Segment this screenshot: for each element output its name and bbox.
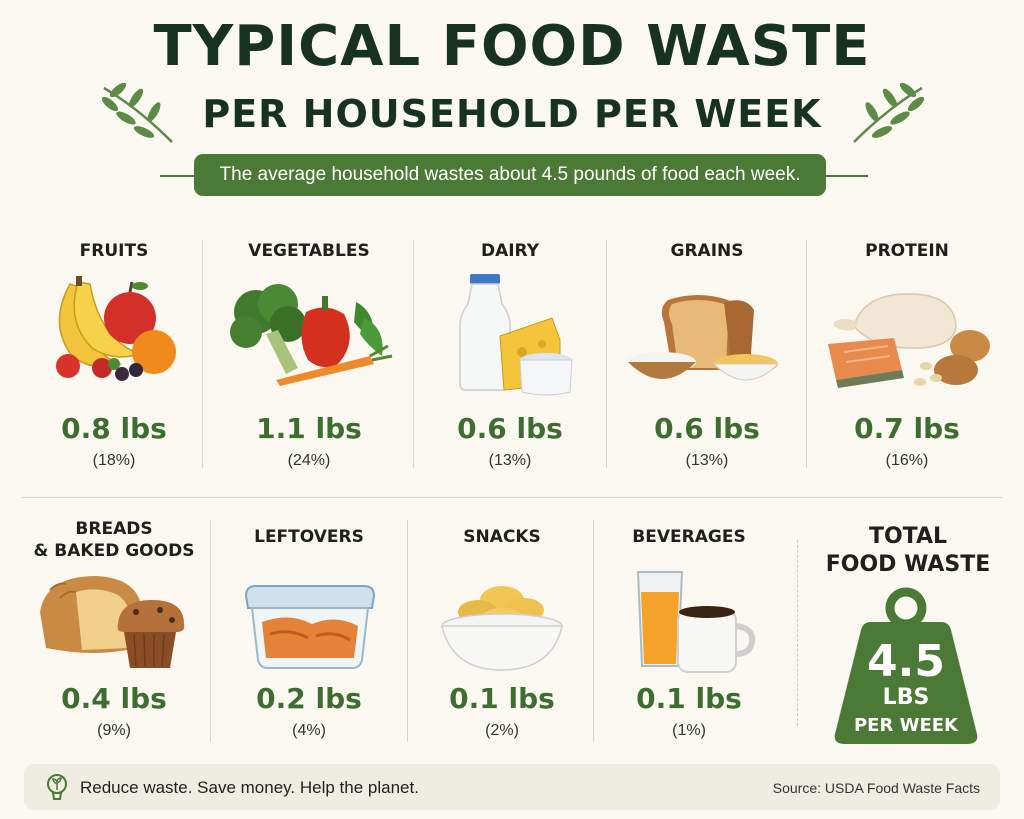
pill-rule-left	[160, 175, 200, 177]
total-value: 4.5	[867, 636, 945, 687]
leaf-sprig-icon	[853, 82, 925, 143]
category-fruits: FRUITS 0.8 lbs (18%)	[20, 240, 208, 480]
bread-icon	[40, 576, 185, 668]
category-amount: 0.6 lbs	[457, 412, 563, 445]
total-title: TOTAL FOOD WASTE	[818, 523, 998, 579]
category-leftovers: LEFTOVERS 0.2 lbs (4%)	[214, 518, 404, 750]
footer-slogan: Reduce waste. Save money. Help the plane…	[80, 778, 419, 797]
category-percent: (13%)	[488, 452, 532, 469]
weight-icon	[834, 587, 978, 744]
snacks-icon	[441, 586, 563, 671]
category-breads: BREADS & BAKED GOODS 0.4 lbs (9%)	[20, 518, 208, 750]
total-period: PER WEEK	[853, 715, 958, 736]
category-label: FRUITS	[79, 241, 149, 261]
category-label: GRAINS	[670, 241, 744, 261]
pill-rule-right	[820, 175, 868, 177]
column-divider	[202, 240, 203, 468]
total-title-line-2: FOOD WASTE	[825, 552, 991, 577]
category-amount: 0.8 lbs	[61, 412, 167, 445]
category-percent: (2%)	[485, 722, 519, 739]
category-label: BEVERAGES	[632, 527, 746, 547]
grains-icon	[628, 295, 780, 381]
total-title-line-1: TOTAL	[868, 524, 948, 549]
category-percent: (9%)	[97, 722, 131, 739]
category-protein: PROTEIN 0.7 lbs (16%)	[812, 240, 1002, 480]
dairy-icon	[459, 274, 573, 396]
category-percent: (16%)	[885, 452, 929, 469]
column-divider	[593, 520, 594, 742]
category-amount: 0.2 lbs	[256, 682, 362, 715]
leftovers-icon	[244, 585, 376, 669]
category-label-line-1: BREADS	[75, 519, 153, 539]
title-line-1: TYPICAL FOOD WASTE	[153, 14, 871, 79]
column-divider	[797, 540, 798, 726]
row-divider	[22, 497, 1002, 498]
category-dairy: DAIRY 0.6 lbs (13%)	[418, 240, 602, 480]
title-line-2: PER HOUSEHOLD PER WEEK	[202, 92, 822, 136]
category-grains: GRAINS 0.6 lbs (13%)	[612, 240, 802, 480]
column-divider	[413, 240, 414, 468]
footer-source: Source: USDA Food Waste Facts	[772, 780, 980, 796]
category-percent: (4%)	[292, 722, 326, 739]
beverages-icon	[636, 571, 756, 673]
category-percent: (13%)	[685, 452, 729, 469]
subtitle-banner: The average household wastes about 4.5 p…	[194, 154, 826, 196]
category-label-line-2: & BAKED GOODS	[33, 541, 195, 561]
category-vegetables: VEGETABLES 1.1 lbs (24%)	[214, 240, 404, 480]
category-amount: 0.4 lbs	[61, 682, 167, 715]
category-label: PROTEIN	[865, 241, 949, 261]
protein-icon	[828, 293, 990, 388]
column-divider	[606, 240, 607, 468]
total-unit: LBS	[882, 685, 930, 710]
category-percent: (24%)	[287, 452, 331, 469]
footer-bar: Reduce waste. Save money. Help the plane…	[24, 764, 1000, 810]
column-divider	[407, 520, 408, 742]
category-label: VEGETABLES	[248, 241, 370, 261]
category-amount: 0.6 lbs	[654, 412, 760, 445]
category-label: LEFTOVERS	[254, 527, 364, 547]
category-snacks: SNACKS 0.1 lbs (2%)	[412, 518, 592, 750]
vegetables-icon	[230, 284, 393, 386]
category-percent: (1%)	[672, 722, 706, 739]
column-divider	[210, 520, 211, 742]
leaf-sprig-icon	[101, 82, 173, 143]
column-divider	[806, 240, 807, 468]
category-amount: 0.1 lbs	[636, 682, 742, 715]
category-amount: 0.7 lbs	[854, 412, 960, 445]
category-percent: (18%)	[92, 452, 136, 469]
lightbulb-sprout-icon	[47, 774, 67, 800]
category-label: DAIRY	[480, 241, 540, 261]
category-amount: 0.1 lbs	[449, 682, 555, 715]
category-amount: 1.1 lbs	[256, 412, 362, 445]
category-beverages: BEVERAGES 0.1 lbs (1%)	[598, 518, 780, 750]
fruits-icon	[56, 276, 176, 381]
category-label: SNACKS	[463, 527, 541, 547]
